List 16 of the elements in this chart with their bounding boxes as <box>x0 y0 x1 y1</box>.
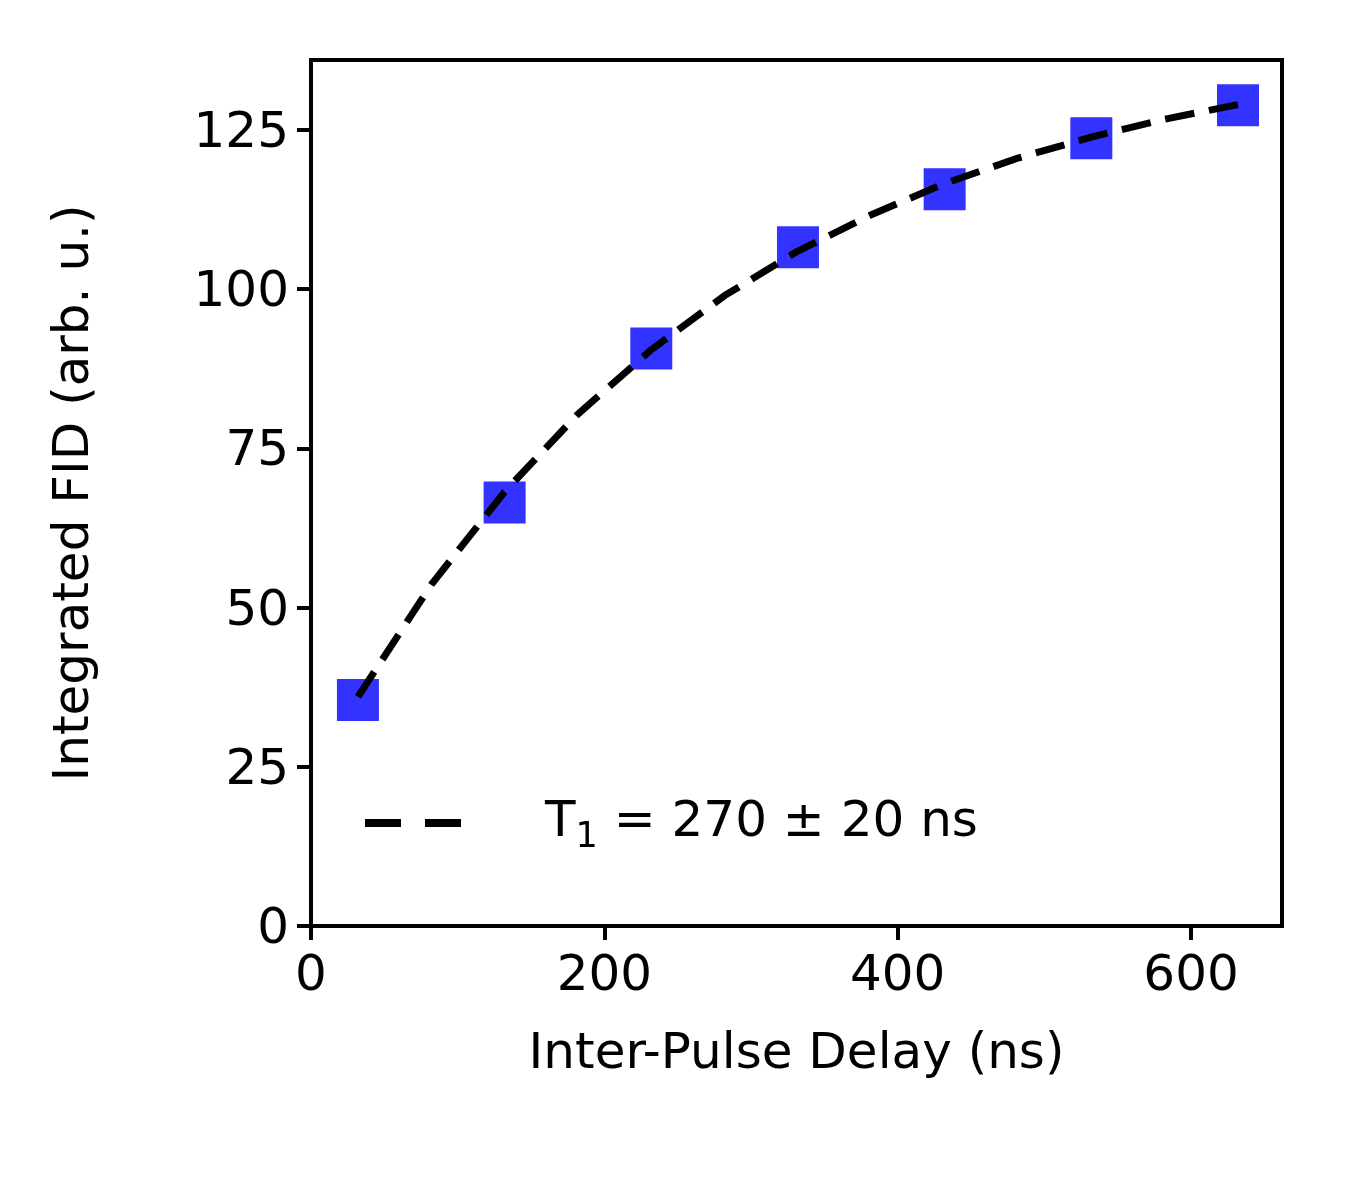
x-tick-label: 600 <box>1143 944 1239 1002</box>
y-axis-title: Integrated FID (arb. u.) <box>42 204 100 782</box>
y-tick-label: 100 <box>193 260 289 319</box>
legend-label: T$_{1}$ = 270 ± 20 ns <box>545 790 978 855</box>
point <box>336 678 379 721</box>
x-tick-label: 200 <box>556 944 653 1002</box>
y-tick-label: 75 <box>225 419 289 478</box>
y-tick-label: 0 <box>257 897 289 955</box>
point <box>1217 84 1259 127</box>
y-tick-label: 125 <box>193 101 289 160</box>
x-tick-label: 0 <box>295 944 327 1002</box>
legend: T$_{1}$ = 270 ± 20 ns <box>365 790 978 855</box>
x-axis-title: Inter-Pulse Delay (ns) <box>528 1022 1065 1080</box>
y-tick-label: 50 <box>225 578 289 637</box>
y-tick-label: 25 <box>225 737 289 796</box>
x-tick-label: 400 <box>849 944 946 1002</box>
